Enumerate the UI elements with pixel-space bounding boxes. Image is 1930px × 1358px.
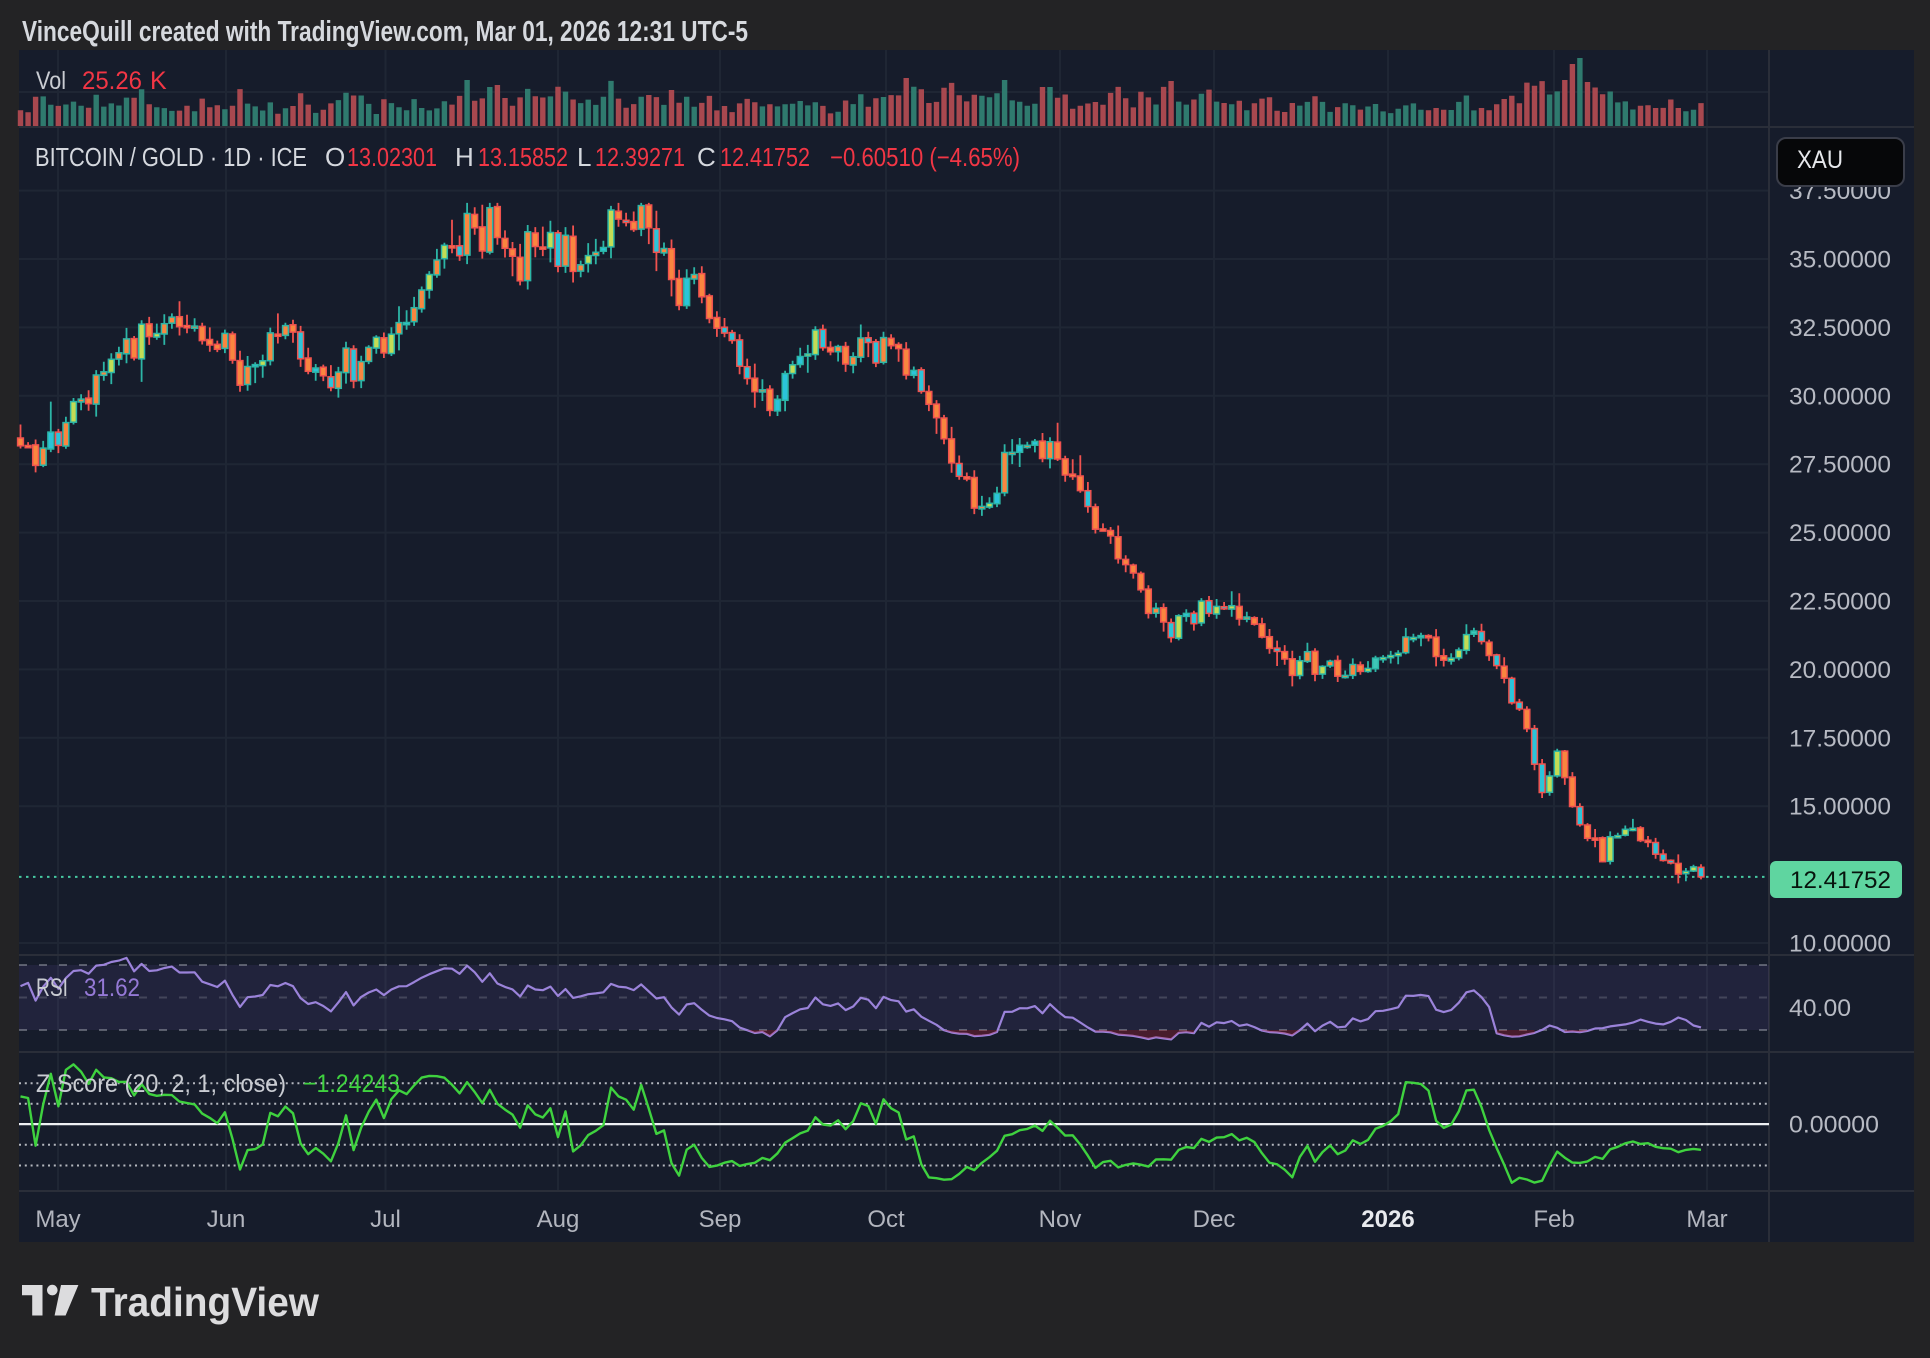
svg-text:40.00: 40.00 — [1789, 995, 1851, 1022]
svg-text:Nov: Nov — [1039, 1206, 1082, 1233]
svg-text:10.00000: 10.00000 — [1789, 931, 1891, 958]
svg-text:Dec: Dec — [1193, 1206, 1236, 1233]
svg-text:27.50000: 27.50000 — [1789, 452, 1891, 479]
svg-text:May: May — [35, 1206, 80, 1233]
svg-text:12.41752: 12.41752 — [1790, 867, 1891, 894]
svg-text:17.50000: 17.50000 — [1789, 725, 1891, 752]
svg-text:C: C — [697, 142, 716, 172]
svg-text:VinceQuill created with Tradin: VinceQuill created with TradingView.com,… — [22, 16, 748, 48]
svg-text:Aug: Aug — [537, 1206, 580, 1233]
svg-text:L: L — [577, 142, 591, 172]
svg-text:Z Score (20, 2, 1, close): Z Score (20, 2, 1, close) — [36, 1070, 286, 1098]
svg-text:2026: 2026 — [1361, 1206, 1414, 1233]
svg-text:13.02301: 13.02301 — [347, 142, 437, 172]
svg-text:22.50000: 22.50000 — [1789, 589, 1891, 616]
svg-text:0.00000: 0.00000 — [1789, 1112, 1879, 1139]
svg-text:Jul: Jul — [370, 1206, 401, 1233]
svg-text:35.00000: 35.00000 — [1789, 247, 1891, 274]
svg-text:20.00000: 20.00000 — [1789, 657, 1891, 684]
svg-text:Mar: Mar — [1686, 1206, 1727, 1233]
svg-text:H: H — [455, 142, 474, 172]
svg-text:K: K — [150, 67, 167, 95]
svg-text:BITCOIN / GOLD · 1D · ICE: BITCOIN / GOLD · 1D · ICE — [35, 142, 307, 172]
svg-text:TradingView: TradingView — [91, 1279, 319, 1325]
svg-text:−1.24243: −1.24243 — [303, 1070, 400, 1098]
svg-text:25.26: 25.26 — [82, 67, 142, 95]
svg-text:25.00000: 25.00000 — [1789, 520, 1891, 547]
svg-text:Vol: Vol — [36, 67, 66, 95]
svg-text:Sep: Sep — [699, 1206, 742, 1233]
svg-text:31.62: 31.62 — [84, 974, 140, 1002]
svg-text:XAU: XAU — [1797, 146, 1843, 174]
svg-text:13.15852: 13.15852 — [478, 142, 568, 172]
svg-text:30.00000: 30.00000 — [1789, 383, 1891, 410]
svg-text:15.00000: 15.00000 — [1789, 794, 1891, 821]
svg-text:−0.60510 (−4.65%): −0.60510 (−4.65%) — [830, 142, 1020, 172]
svg-text:RSI: RSI — [36, 974, 68, 1002]
svg-text:12.39271: 12.39271 — [595, 142, 685, 172]
svg-text:32.50000: 32.50000 — [1789, 315, 1891, 342]
svg-text:Oct: Oct — [867, 1206, 905, 1233]
svg-text:O: O — [325, 142, 345, 172]
svg-text:12.41752: 12.41752 — [720, 142, 810, 172]
svg-text:Feb: Feb — [1533, 1206, 1574, 1233]
svg-text:Jun: Jun — [207, 1206, 246, 1233]
